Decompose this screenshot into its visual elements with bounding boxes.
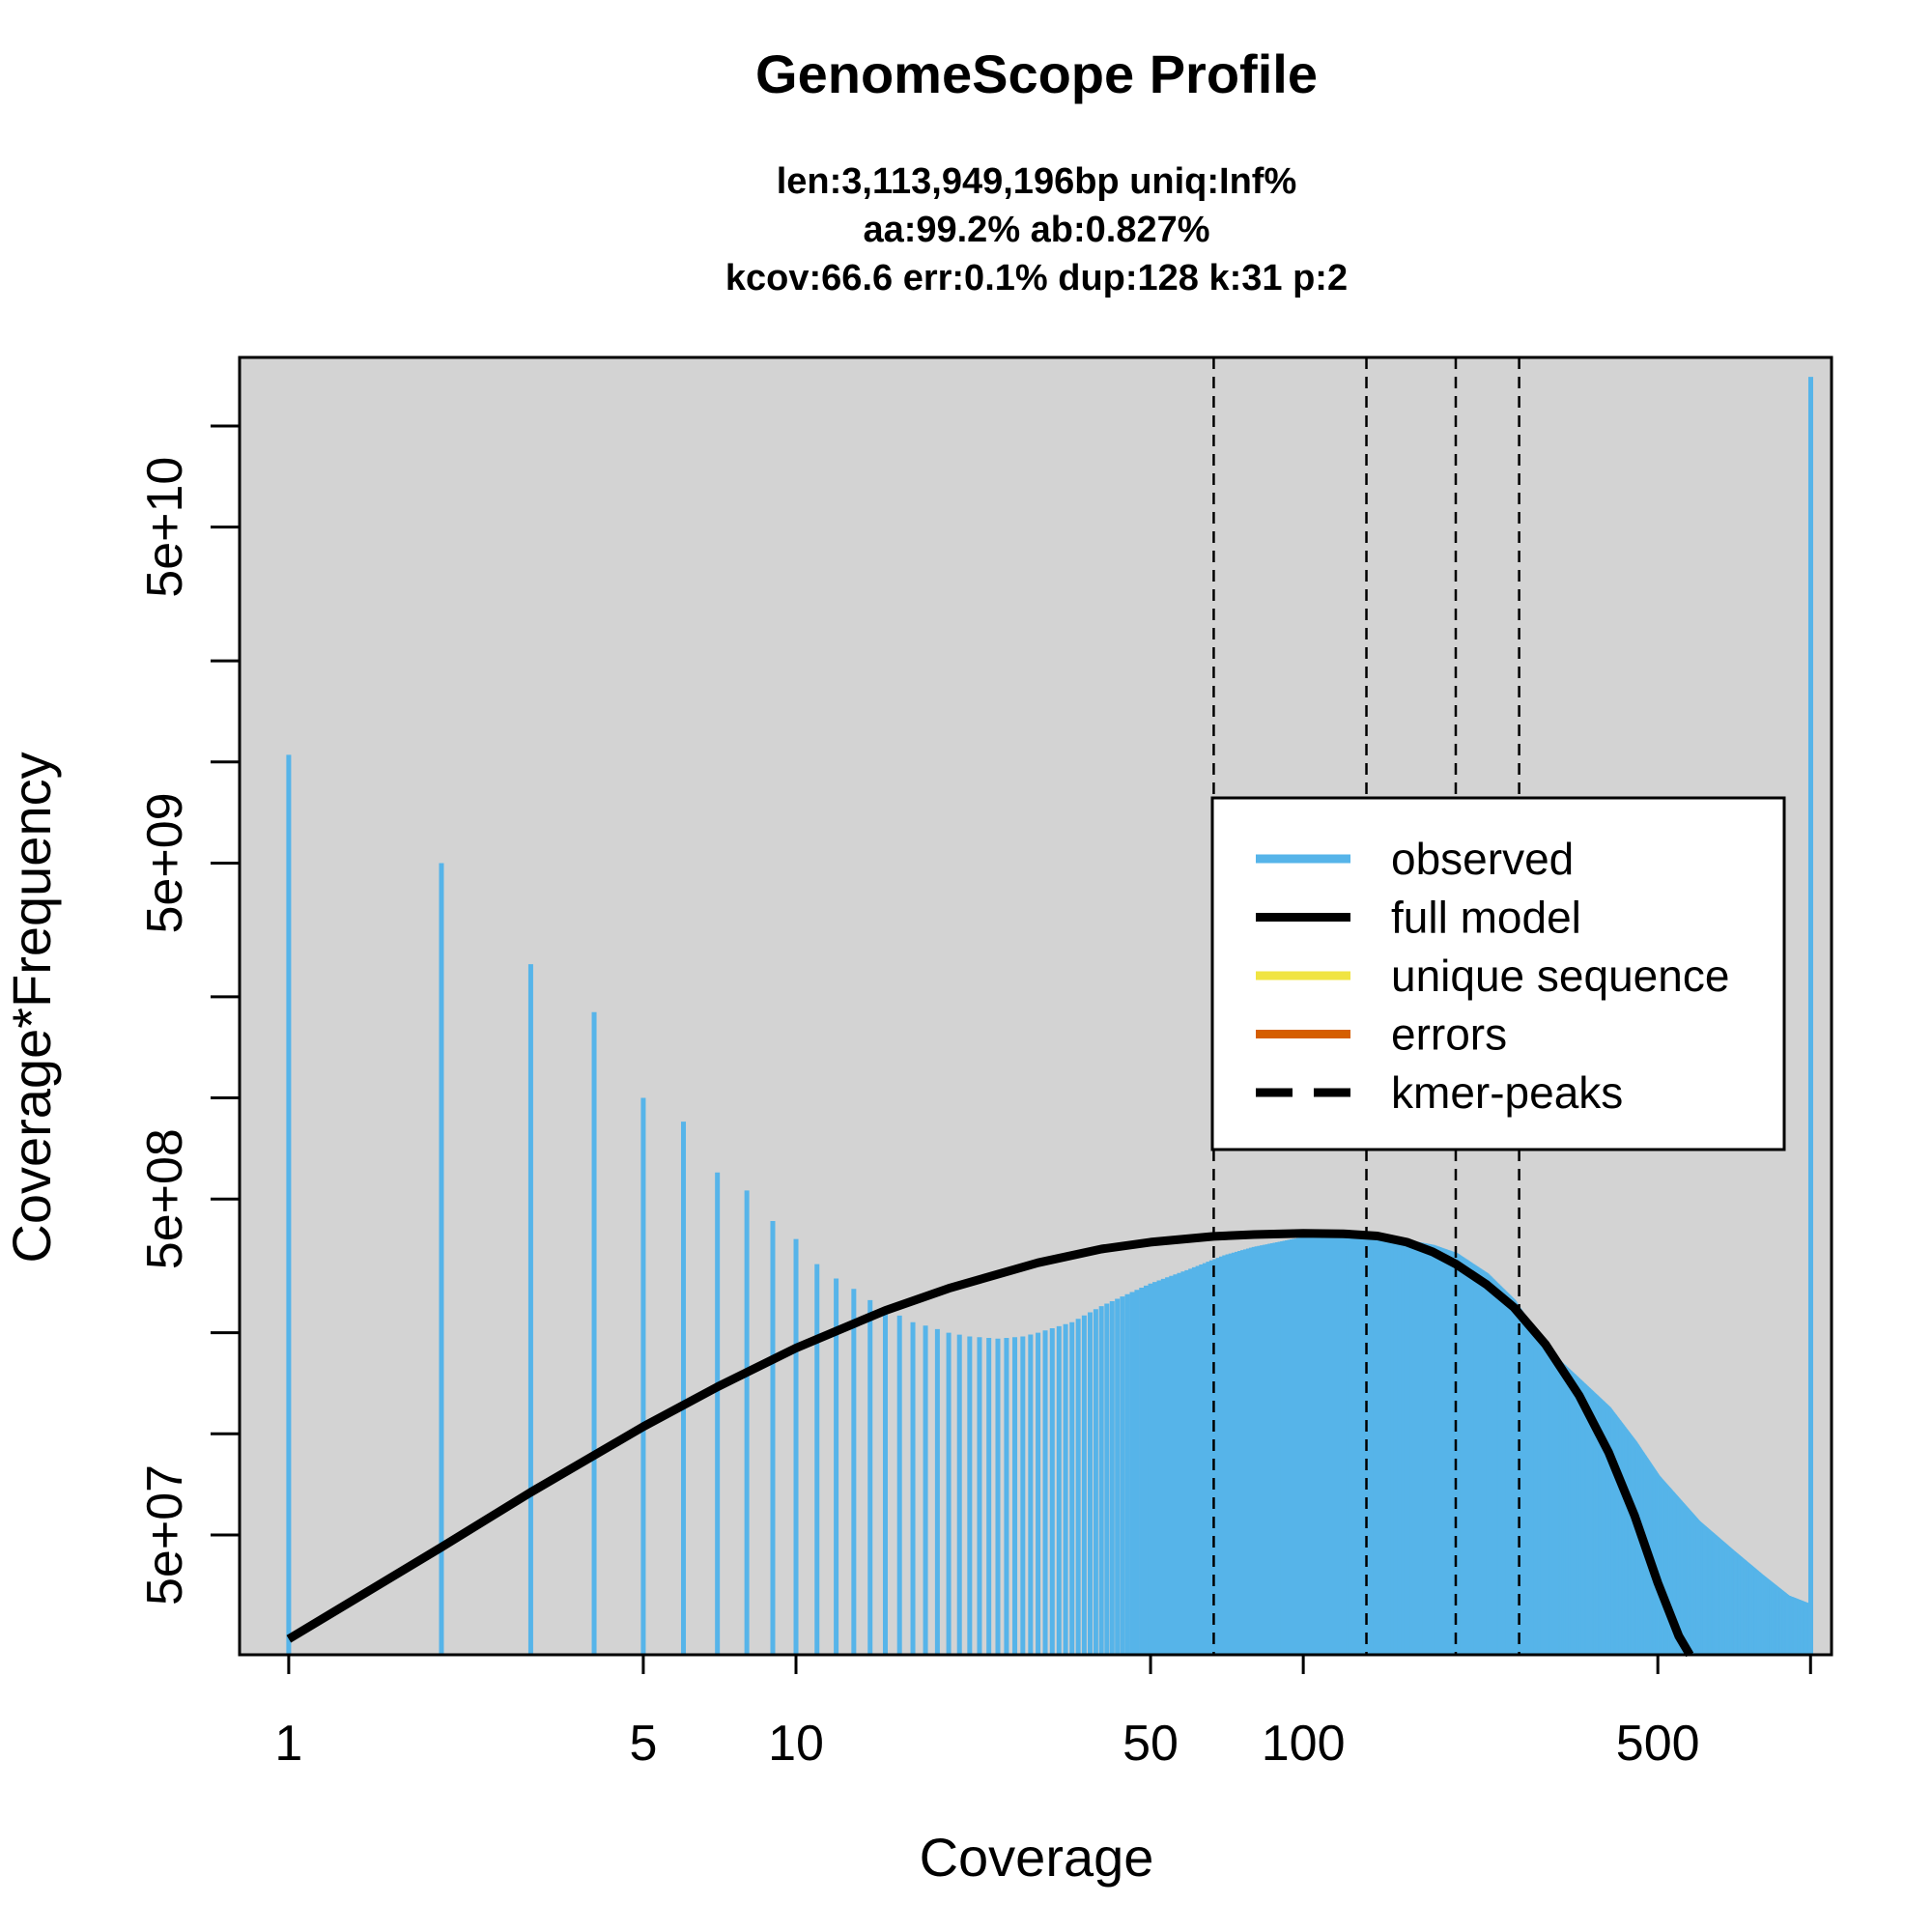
subtitle-line-3: kcov:66.6 err:0.1% dup:128 k:31 p:2	[725, 258, 1348, 298]
legend-label: full model	[1391, 893, 1581, 943]
y-tick-label: 5e+09	[137, 792, 193, 933]
y-axis: 5e+07 5e+08 5e+09 5e+10	[137, 424, 242, 1655]
chart-title: GenomeScope Profile	[755, 43, 1318, 104]
legend-label: kmer-peaks	[1391, 1067, 1623, 1118]
subtitle-line-1: len:3,113,949,196bp uniq:Inf%	[777, 161, 1297, 202]
full-model-series	[286, 1229, 1694, 1658]
legend-label: observed	[1391, 834, 1574, 884]
x-tick-label: 100	[1262, 1716, 1346, 1772]
legend-label: errors	[1391, 1009, 1507, 1060]
x-tick-label: 1	[274, 1716, 302, 1772]
subtitle-line-2: aa:99.2% ab:0.827%	[863, 210, 1209, 250]
x-tick-label: 10	[768, 1716, 824, 1772]
y-axis-label: Coverage*Frequency	[1, 752, 62, 1263]
legend: observed full model unique sequence errors k…	[1210, 796, 1786, 1151]
full-model-curve	[286, 1229, 1694, 1658]
x-tick-label: 5	[629, 1716, 657, 1772]
x-tick-label: 50	[1122, 1716, 1179, 1772]
observed-series	[286, 377, 1813, 1655]
x-axis: 1 5 10 50 100 500	[274, 1653, 1812, 1772]
legend-label: unique sequence	[1391, 951, 1729, 1001]
y-tick-label: 5e+10	[137, 457, 193, 598]
x-axis-label: Coverage	[920, 1827, 1154, 1888]
x-tick-label: 500	[1616, 1716, 1700, 1772]
y-tick-label: 5e+07	[137, 1464, 193, 1605]
y-tick-label: 5e+08	[137, 1128, 193, 1269]
